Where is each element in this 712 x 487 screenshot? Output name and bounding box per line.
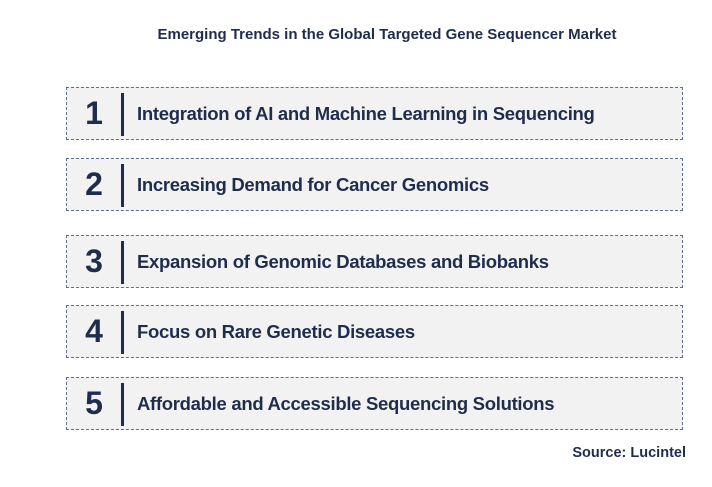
divider [121,241,124,284]
trend-box: 1 Integration of AI and Machine Learning … [66,87,683,140]
trend-number: 2 [85,166,103,202]
trend-label: Affordable and Accessible Sequencing Sol… [137,392,555,414]
trend-number: 4 [85,313,103,349]
trend-number: 5 [85,385,103,421]
divider [121,164,124,207]
trend-box: 2 Increasing Demand for Cancer Genomics [66,158,683,211]
trend-box: 4 Focus on Rare Genetic Diseases [66,305,683,358]
trend-label: Increasing Demand for Cancer Genomics [137,173,489,195]
source: Source: Lucintel [572,445,686,461]
title: Emerging Trends in the Global Targeted G… [157,26,617,43]
trend-label: Expansion of Genomic Databases and Bioba… [137,250,549,272]
trend-label: Focus on Rare Genetic Diseases [137,320,415,342]
divider [121,311,124,354]
trend-label: Integration of AI and Machine Learning i… [137,102,595,124]
divider [121,383,124,426]
trend-box: 3 Expansion of Genomic Databases and Biob… [66,235,683,288]
trend-box: 5 Affordable and Accessible Sequencing So… [66,377,683,430]
divider [121,93,124,136]
trend-number: 1 [85,95,103,131]
trend-number: 3 [85,243,103,279]
